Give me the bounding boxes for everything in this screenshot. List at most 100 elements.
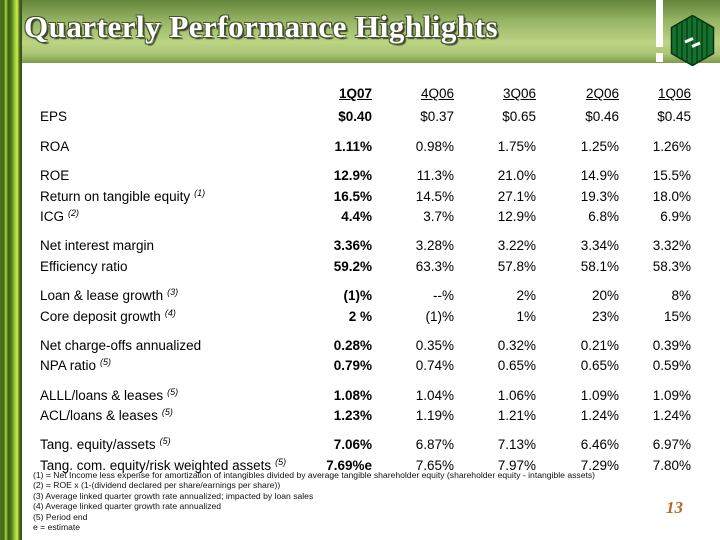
metric-group: Tang. equity/assets (5) 7.06% 6.87% 7.13% 6.4… (40, 435, 700, 476)
metric-value: 12.9% (333, 168, 372, 184)
table-row: ROA 1.11% 0.98% 1.75% 1.25% 1.26% (40, 137, 700, 157)
header-banner (22, 0, 720, 67)
metric-label: ROE (40, 168, 70, 184)
metric-value: 7.29% (580, 457, 619, 473)
metric-group: Loan & lease growth (3) (1)% --% 2% 20% 8% Core… (40, 286, 700, 327)
footnote-line: (1) = Net Income less expense for amorti… (33, 470, 596, 480)
footnote-line: (2) = ROE x (1-(dividend declared per sh… (33, 480, 281, 491)
divider-bar (656, 0, 663, 47)
metric-value: 3.28% (415, 238, 454, 254)
metric-value: 58.3% (652, 258, 691, 274)
footnote-marker: (5) (161, 407, 173, 418)
metric-value: 1.25% (580, 138, 619, 154)
metric-value: 0.74% (415, 358, 454, 374)
table-row: NPA ratio (5) 0.79% 0.74% 0.65% 0.65% 0.59% (40, 356, 700, 376)
footnote-marker: (4) (164, 307, 176, 318)
metric-value: 0.32% (497, 337, 536, 353)
column-header: 4Q06 (420, 86, 454, 101)
metric-value: (1)% (343, 288, 372, 304)
table-row: Return on tangible equity (1) 16.5% 14.5% 27… (40, 187, 700, 207)
footnote-marker: (3) (167, 287, 179, 298)
column-header: 1Q07 (338, 86, 372, 101)
metric-value: 1.75% (497, 138, 536, 154)
metric-value: 1.09% (580, 387, 619, 403)
metric-label: ACL/loans & leases (5) (40, 407, 173, 424)
metric-value: 7.69%e (326, 457, 372, 473)
metric-value: 7.97% (497, 457, 536, 473)
metric-value: 1.04% (415, 387, 454, 403)
metric-value: 15% (663, 308, 691, 324)
column-header: 2Q06 (585, 86, 619, 101)
metric-value: 6.9% (660, 208, 691, 224)
footnote-marker: (5) (100, 357, 112, 368)
table-header-row: 1Q07 4Q06 3Q06 2Q06 1Q06 (40, 84, 700, 104)
table-row: Loan & lease growth (3) (1)% --% 2% 20% 8% (40, 286, 700, 306)
footnotes: (1) = Net Income less expense for amorti… (33, 470, 720, 532)
metric-label: Net interest margin (40, 238, 155, 254)
metric-group: ROA 1.11% 0.98% 1.75% 1.25% 1.26% (40, 137, 700, 157)
footnote-line: e = estimate (33, 522, 81, 533)
metric-value: 1% (516, 308, 536, 324)
metric-value: 4.4% (341, 208, 372, 224)
metric-label: ALLL/loans & leases (5) (40, 386, 179, 403)
table-row: Tang. com. equity/risk weighted assets (5… (40, 456, 700, 476)
metric-value: (1)% (425, 308, 454, 324)
page-number: 13 (666, 498, 683, 517)
metric-value: 0.65% (580, 358, 619, 374)
column-header: 3Q06 (502, 86, 536, 101)
metric-value: 6.87% (415, 437, 454, 453)
metric-value: 16.5% (333, 188, 372, 204)
metric-group: ALLL/loans & leases (5) 1.08% 1.04% 1.06% 1.0… (40, 386, 700, 427)
metric-value: 7.80% (652, 457, 691, 473)
metric-value: 14.9% (580, 168, 619, 184)
metric-value: $0.46 (585, 109, 619, 125)
metric-value: 27.1% (497, 188, 536, 204)
metric-value: 6.97% (652, 437, 691, 453)
metric-value: 1.21% (497, 408, 536, 424)
table-row: Tang. equity/assets (5) 7.06% 6.87% 7.13% 6.4… (40, 435, 700, 455)
metric-value: 0.35% (415, 337, 454, 353)
metric-value: --% (433, 288, 454, 304)
metric-label: Efficiency ratio (40, 258, 128, 274)
metric-value: $0.65 (502, 109, 536, 125)
metric-label: ROA (40, 138, 70, 154)
metric-label: Tang. com. equity/risk weighted assets (5… (40, 456, 287, 473)
metric-value: 0.39% (652, 337, 691, 353)
metric-value: 3.32% (652, 238, 691, 254)
metric-value: 18.0% (652, 188, 691, 204)
page-title: Quarterly Performance Highlights (24, 9, 499, 44)
footnote-line: (4) Average linked quarter growth rate a… (33, 501, 222, 512)
metric-label: Loan & lease growth (3) (40, 287, 179, 304)
metric-value: 6.46% (580, 437, 619, 453)
metric-value: 23% (591, 308, 619, 324)
metric-label: Net charge-offs annualized (40, 337, 202, 353)
metric-label: EPS (40, 109, 68, 125)
metric-group: EPS $0.40 $0.37 $0.65 $0.46 $0.45 (40, 107, 700, 127)
metric-value: 2% (516, 288, 536, 304)
header-spacer (40, 84, 288, 104)
footnote-marker: (5) (159, 436, 171, 447)
metric-label: NPA ratio (5) (40, 357, 112, 374)
metric-value: 15.5% (652, 168, 691, 184)
metric-label: ICG (2) (40, 207, 80, 224)
metric-group: Net interest margin 3.36% 3.28% 3.22% 3.34% 3… (40, 236, 700, 277)
metrics-table: 1Q07 4Q06 3Q06 2Q06 1Q06 EPS $0.40 $0.37 $0.65 $0… (40, 84, 700, 485)
metric-value: 19.3% (580, 188, 619, 204)
metric-value: 57.8% (497, 258, 536, 274)
metric-label: Return on tangible equity (1) (40, 187, 206, 204)
metric-value: 3.22% (497, 238, 536, 254)
metric-value: 0.65% (497, 358, 536, 374)
metric-value: 0.59% (652, 358, 691, 374)
metric-value: 63.3% (415, 258, 454, 274)
metric-label: Core deposit growth (4) (40, 307, 176, 324)
footnote-line: (3) Average linked quarter growth rate a… (33, 490, 314, 501)
table-row: Net charge-offs annualized 0.28% 0.35% 0.32… (40, 336, 700, 356)
metric-value: 0.21% (580, 337, 619, 353)
footnote-marker: (2) (68, 207, 80, 218)
metric-value: 59.2% (333, 258, 372, 274)
metric-value: 3.7% (423, 208, 454, 224)
metric-value: 21.0% (497, 168, 536, 184)
metric-value: 0.79% (333, 358, 372, 374)
metric-value: 1.08% (333, 387, 372, 403)
metric-group: Net charge-offs annualized 0.28% 0.35% 0.32… (40, 336, 700, 377)
